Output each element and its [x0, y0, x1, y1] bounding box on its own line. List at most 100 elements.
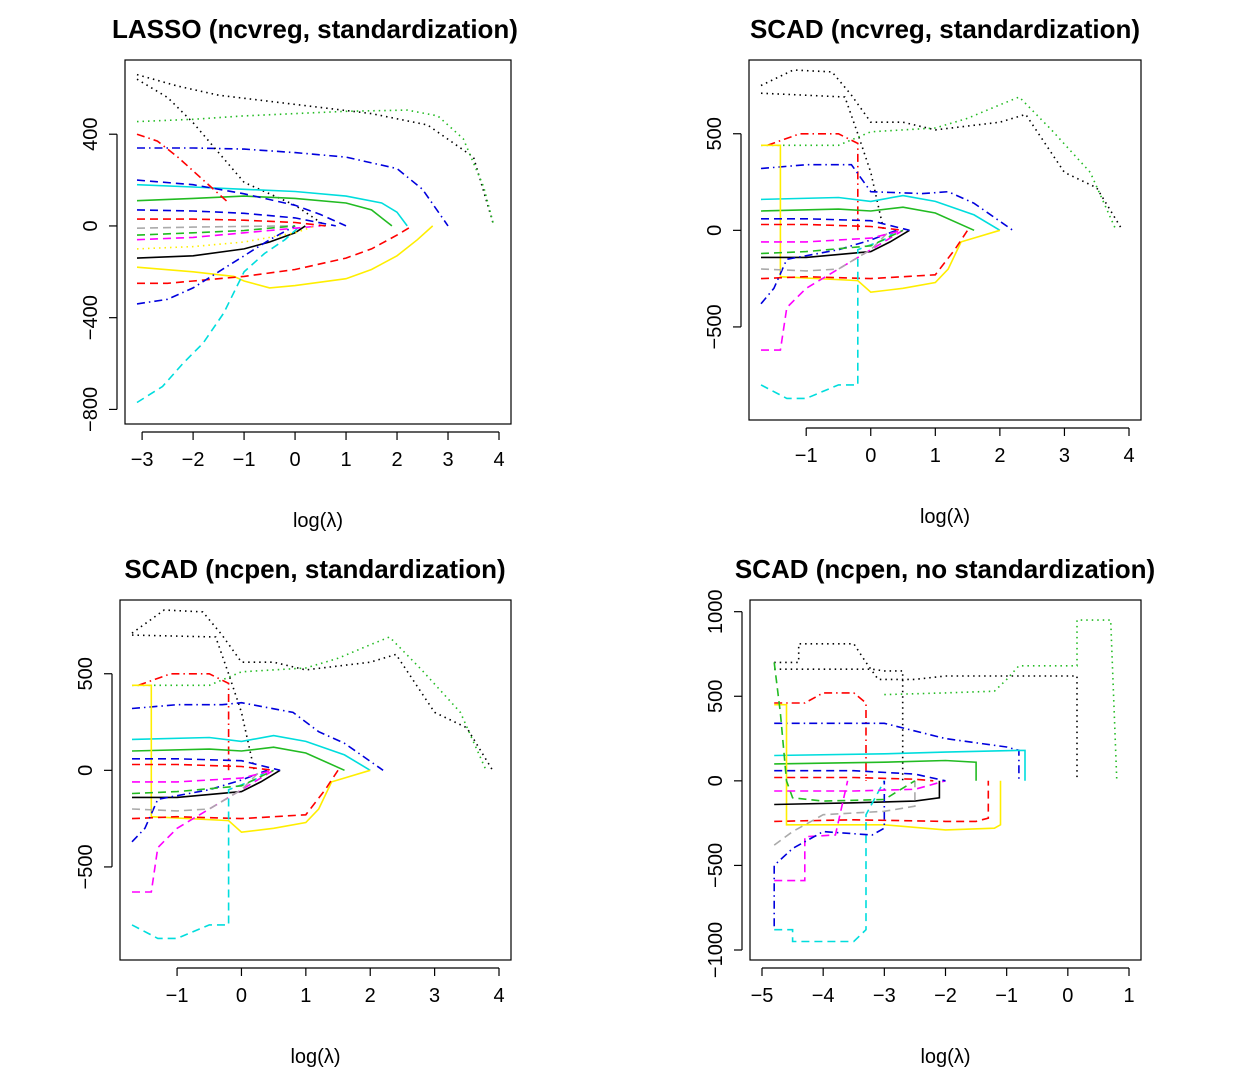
- x-tick-label: 2: [994, 445, 1005, 467]
- series-line-7: [136, 179, 347, 227]
- chart-panel-1: −3 −2 −1 0 1 2 3 4 −800 −400 0 400 log(λ) LASSO (ncvr…: [80, 14, 518, 532]
- plot-frame: [119, 599, 512, 961]
- series-line-6: [760, 194, 1001, 231]
- series-line-17: [131, 769, 274, 795]
- x-axis-label: log(λ): [290, 1046, 340, 1068]
- y-tick-label: −500: [75, 844, 97, 889]
- series-line-9: [136, 225, 306, 259]
- x-tick-label: 3: [442, 449, 453, 471]
- series-line-9: [774, 780, 990, 823]
- y-tick-label: 500: [705, 680, 727, 713]
- series-line-8: [136, 133, 230, 204]
- x-tick-label: 0: [236, 985, 247, 1007]
- chart-panel-2: −1 0 1 2 3 4 −500 0 500 log(λ) SCAD (ncvreg, stand…: [704, 14, 1142, 528]
- y-tick-label: 500: [75, 657, 97, 690]
- y-tick-label: −500: [704, 304, 726, 349]
- series-line-5: [774, 722, 1020, 781]
- x-tick-label: −5: [751, 985, 774, 1007]
- y-tick-label: 500: [704, 117, 726, 150]
- series-line-1: [774, 642, 1078, 781]
- series-line-1: [136, 73, 495, 227]
- series-line-17: [136, 209, 336, 227]
- series-line-16: [137, 218, 326, 227]
- series-line-5: [136, 183, 408, 227]
- series-line-8: [132, 684, 371, 834]
- series-line-18: [132, 763, 274, 772]
- series-line-6: [774, 749, 1026, 781]
- plot-frame: [748, 59, 1142, 421]
- chart-panel-3: −1 0 1 2 3 4 −500 0 500 log(λ) SCAD (ncpen, standa…: [75, 554, 512, 1068]
- y-tick-label: −500: [705, 843, 727, 888]
- series-line-17: [774, 769, 946, 782]
- x-tick-label: 2: [391, 449, 402, 471]
- chart-title: SCAD (ncvreg, standardization): [750, 14, 1140, 44]
- series-line-11: [137, 225, 413, 285]
- series-line-12: [136, 225, 301, 404]
- series-line-15: [773, 662, 916, 802]
- x-tick-label: 2: [365, 985, 376, 1007]
- series-line-3: [132, 636, 487, 771]
- y-tick-label: −1000: [705, 922, 727, 978]
- series-line-7: [131, 746, 345, 772]
- series-group: [136, 73, 495, 404]
- x-tick-label: 3: [1059, 445, 1070, 467]
- series-line-3: [884, 619, 1118, 781]
- series-line-8: [761, 144, 1001, 294]
- series-line-6: [131, 734, 371, 771]
- x-tick-label: 0: [1062, 985, 1073, 1007]
- series-line-10: [132, 769, 281, 799]
- x-tick-label: 3: [429, 985, 440, 1007]
- chart-title: LASSO (ncvreg, standardization): [112, 14, 518, 44]
- series-group: [760, 69, 1124, 400]
- series-line-4: [138, 672, 230, 771]
- series-line-7: [760, 206, 975, 232]
- series-group: [131, 609, 494, 940]
- y-tick-label: −400: [80, 295, 102, 340]
- x-tick-label: −1: [995, 985, 1018, 1007]
- x-tick-label: 0: [289, 449, 300, 471]
- series-line-13: [760, 229, 897, 305]
- x-tick-label: −2: [934, 985, 957, 1007]
- x-tick-label: 0: [865, 445, 876, 467]
- series-line-18: [774, 776, 934, 782]
- series-line-18: [136, 225, 316, 250]
- series-line-11: [774, 780, 886, 943]
- x-axis-label: log(λ): [920, 506, 970, 528]
- x-tick-label: −3: [873, 985, 896, 1007]
- x-tick-label: −2: [182, 449, 205, 471]
- x-tick-label: −1: [795, 445, 818, 467]
- series-line-10: [774, 780, 941, 806]
- series-line-1: [760, 69, 1124, 231]
- y-tick-label: 0: [80, 220, 102, 231]
- series-line-2: [760, 92, 885, 231]
- series-line-19: [136, 225, 296, 236]
- series-line-12: [761, 229, 904, 351]
- y-tick-label: 1000: [705, 589, 727, 634]
- chart-title: SCAD (ncpen, standardization): [124, 554, 505, 584]
- series-line-7: [774, 759, 977, 781]
- x-axis-label: log(λ): [293, 510, 343, 532]
- x-tick-label: 1: [1123, 985, 1134, 1007]
- series-line-18: [761, 223, 904, 232]
- y-tick-label: 0: [75, 765, 97, 776]
- series-line-2: [131, 634, 256, 771]
- series-line-5: [760, 163, 1014, 231]
- series-line-2: [136, 109, 495, 227]
- series-line-15: [761, 218, 910, 232]
- y-tick-label: −800: [80, 387, 102, 432]
- series-line-12: [132, 769, 275, 893]
- x-tick-label: −1: [166, 985, 189, 1007]
- series-line-5: [131, 701, 384, 771]
- series-line-12: [774, 780, 849, 882]
- y-tick-label: 400: [80, 118, 102, 151]
- series-line-4: [774, 692, 867, 781]
- y-tick-label: 0: [704, 225, 726, 236]
- series-line-9: [760, 229, 969, 280]
- x-axis-label: log(λ): [920, 1046, 970, 1068]
- series-line-3: [761, 96, 1117, 231]
- series-line-14: [773, 780, 916, 846]
- series-line-15: [132, 757, 281, 772]
- series-line-10: [761, 229, 910, 259]
- x-tick-label: −3: [131, 449, 154, 471]
